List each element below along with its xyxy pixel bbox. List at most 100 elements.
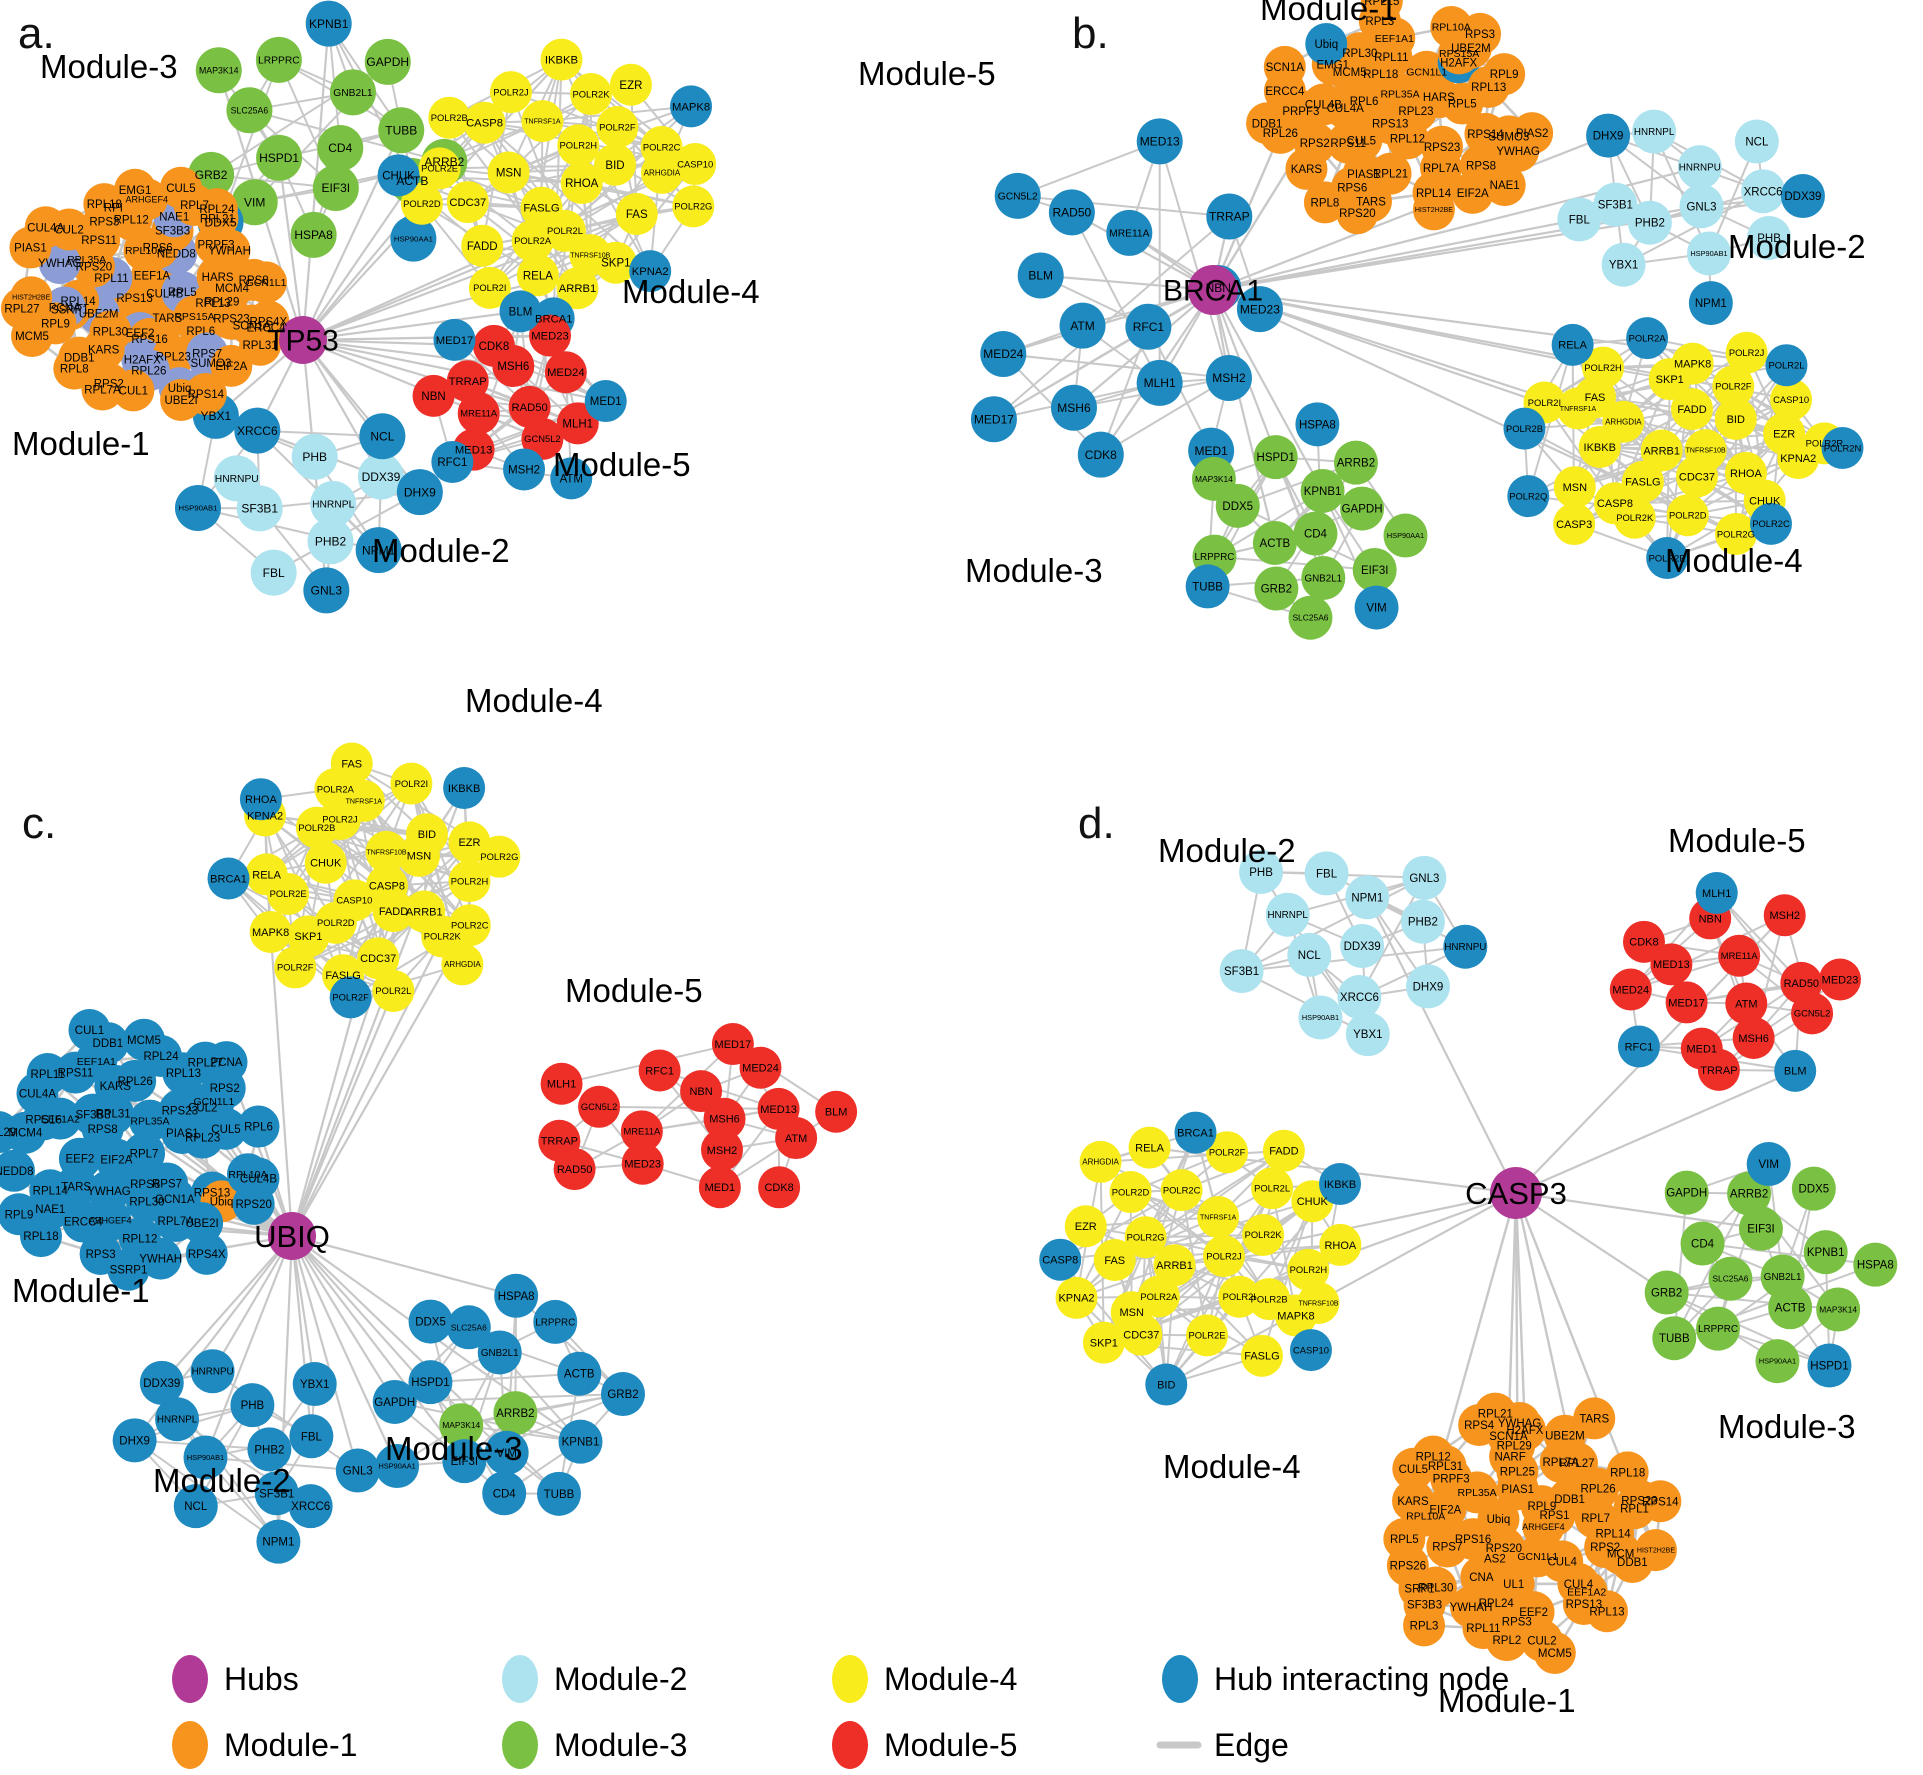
hub-interacting-node[interactable] xyxy=(183,1435,228,1480)
hub-interacting-node[interactable] xyxy=(758,1166,801,1209)
module-node[interactable] xyxy=(1606,1451,1649,1494)
module-node[interactable] xyxy=(1763,894,1806,937)
hub-interacting-node[interactable] xyxy=(305,0,352,47)
hub-interacting-node[interactable] xyxy=(254,1471,299,1516)
module-node[interactable] xyxy=(1708,1256,1753,1301)
module-node[interactable] xyxy=(441,943,484,986)
module-node[interactable] xyxy=(208,229,251,272)
hub-interacting-node[interactable] xyxy=(484,1430,529,1475)
hub-interacting-node[interactable] xyxy=(1145,1363,1188,1406)
module-node[interactable] xyxy=(112,369,155,412)
module-node[interactable] xyxy=(329,69,376,116)
module-node[interactable] xyxy=(1593,182,1638,227)
module-node[interactable] xyxy=(1340,923,1385,968)
module-node[interactable] xyxy=(418,147,461,190)
hub-interacting-node[interactable] xyxy=(1185,564,1230,609)
hub-interacting-node[interactable] xyxy=(1507,475,1550,518)
hub-interacting-node[interactable] xyxy=(536,1471,581,1516)
hub-interacting-node[interactable] xyxy=(1319,1162,1362,1205)
module-node[interactable] xyxy=(521,100,564,143)
module-node[interactable] xyxy=(557,124,600,167)
hub-interacting-node[interactable] xyxy=(433,318,476,361)
module-node[interactable] xyxy=(1093,1239,1136,1282)
module-node[interactable] xyxy=(1665,981,1708,1024)
hub-interacting-node[interactable] xyxy=(1236,286,1283,333)
module-node[interactable] xyxy=(521,417,564,460)
module-node[interactable] xyxy=(1732,1017,1775,1060)
module-node[interactable] xyxy=(1392,1447,1435,1490)
module-node[interactable] xyxy=(160,378,203,421)
module-node[interactable] xyxy=(446,181,489,224)
module-node[interactable] xyxy=(1601,242,1646,287)
hub-interacting-node[interactable] xyxy=(503,448,546,491)
hub-interacting-node[interactable] xyxy=(1746,1142,1791,1187)
module-node[interactable] xyxy=(1426,1525,1469,1568)
module-node[interactable] xyxy=(1288,595,1333,640)
module-node[interactable] xyxy=(1252,520,1297,565)
module-node[interactable] xyxy=(226,87,273,134)
module-node[interactable] xyxy=(181,1202,224,1245)
module-node[interactable] xyxy=(1405,50,1448,93)
module-node[interactable] xyxy=(1403,1604,1446,1647)
hub-interacting-node[interactable] xyxy=(1017,252,1064,299)
hub-interacting-node[interactable] xyxy=(408,1299,453,1344)
module-node[interactable] xyxy=(1511,112,1554,155)
module-node[interactable] xyxy=(1202,1235,1245,1278)
module-node[interactable] xyxy=(1816,1287,1861,1332)
module-node[interactable] xyxy=(1556,387,1599,430)
module-node[interactable] xyxy=(560,161,603,204)
module-node[interactable] xyxy=(250,549,297,596)
hub-interacting-node[interactable] xyxy=(230,1383,275,1428)
module-node[interactable] xyxy=(72,1093,115,1136)
module-node[interactable] xyxy=(472,324,515,367)
module-node[interactable] xyxy=(1293,511,1338,556)
module-node[interactable] xyxy=(1718,934,1761,977)
module-node[interactable] xyxy=(1664,1170,1709,1215)
module-node[interactable] xyxy=(291,433,338,480)
hub-interacting-node[interactable] xyxy=(1136,359,1183,406)
module-node[interactable] xyxy=(1819,958,1862,1001)
hub-interacting-node[interactable] xyxy=(377,154,420,197)
module-node[interactable] xyxy=(195,188,238,231)
module-node[interactable] xyxy=(1712,365,1755,408)
module-node[interactable] xyxy=(245,261,288,304)
hub-node[interactable] xyxy=(1490,1167,1542,1219)
module-node[interactable] xyxy=(1287,932,1332,977)
hub-interacting-node[interactable] xyxy=(289,1414,334,1459)
module-node[interactable] xyxy=(1714,397,1757,440)
hub-interacting-node[interactable] xyxy=(442,1439,487,1484)
module-node[interactable] xyxy=(1634,1529,1677,1572)
module-node[interactable] xyxy=(1474,1392,1517,1435)
hub-interacting-node[interactable] xyxy=(1125,303,1172,350)
module-node[interactable] xyxy=(372,969,415,1012)
hub-interacting-node[interactable] xyxy=(1174,1111,1217,1154)
module-node[interactable] xyxy=(1197,1195,1240,1238)
module-node[interactable] xyxy=(1345,875,1390,920)
module-node[interactable] xyxy=(1301,555,1346,600)
module-node[interactable] xyxy=(569,73,612,116)
module-node[interactable] xyxy=(0,1111,20,1154)
hub-interacting-node[interactable] xyxy=(698,1166,741,1209)
hub-interacting-node[interactable] xyxy=(173,1484,218,1529)
module-node[interactable] xyxy=(1336,192,1379,235)
hub-interacting-node[interactable] xyxy=(700,1128,743,1171)
module-node[interactable] xyxy=(1218,1275,1261,1318)
module-node[interactable] xyxy=(1285,147,1328,190)
module-node[interactable] xyxy=(1298,995,1343,1040)
hub-interacting-node[interactable] xyxy=(680,1070,723,1113)
hub-interacting-node[interactable] xyxy=(980,330,1027,377)
module-node[interactable] xyxy=(1791,992,1834,1035)
module-node[interactable] xyxy=(1585,1590,1628,1633)
module-node[interactable] xyxy=(232,1182,275,1225)
hub-interacting-node[interactable] xyxy=(431,440,474,483)
module-node[interactable] xyxy=(1055,1276,1098,1319)
module-node[interactable] xyxy=(1064,1205,1107,1248)
hub-interacting-node[interactable] xyxy=(1059,302,1106,349)
hub-interacting-node[interactable] xyxy=(1551,323,1594,366)
module-node[interactable] xyxy=(1337,975,1382,1020)
hub-interacting-node[interactable] xyxy=(621,1142,664,1185)
module-node[interactable] xyxy=(448,860,491,903)
module-node[interactable] xyxy=(1553,466,1596,509)
module-node[interactable] xyxy=(1632,109,1677,154)
hub-interacting-node[interactable] xyxy=(1765,344,1808,387)
